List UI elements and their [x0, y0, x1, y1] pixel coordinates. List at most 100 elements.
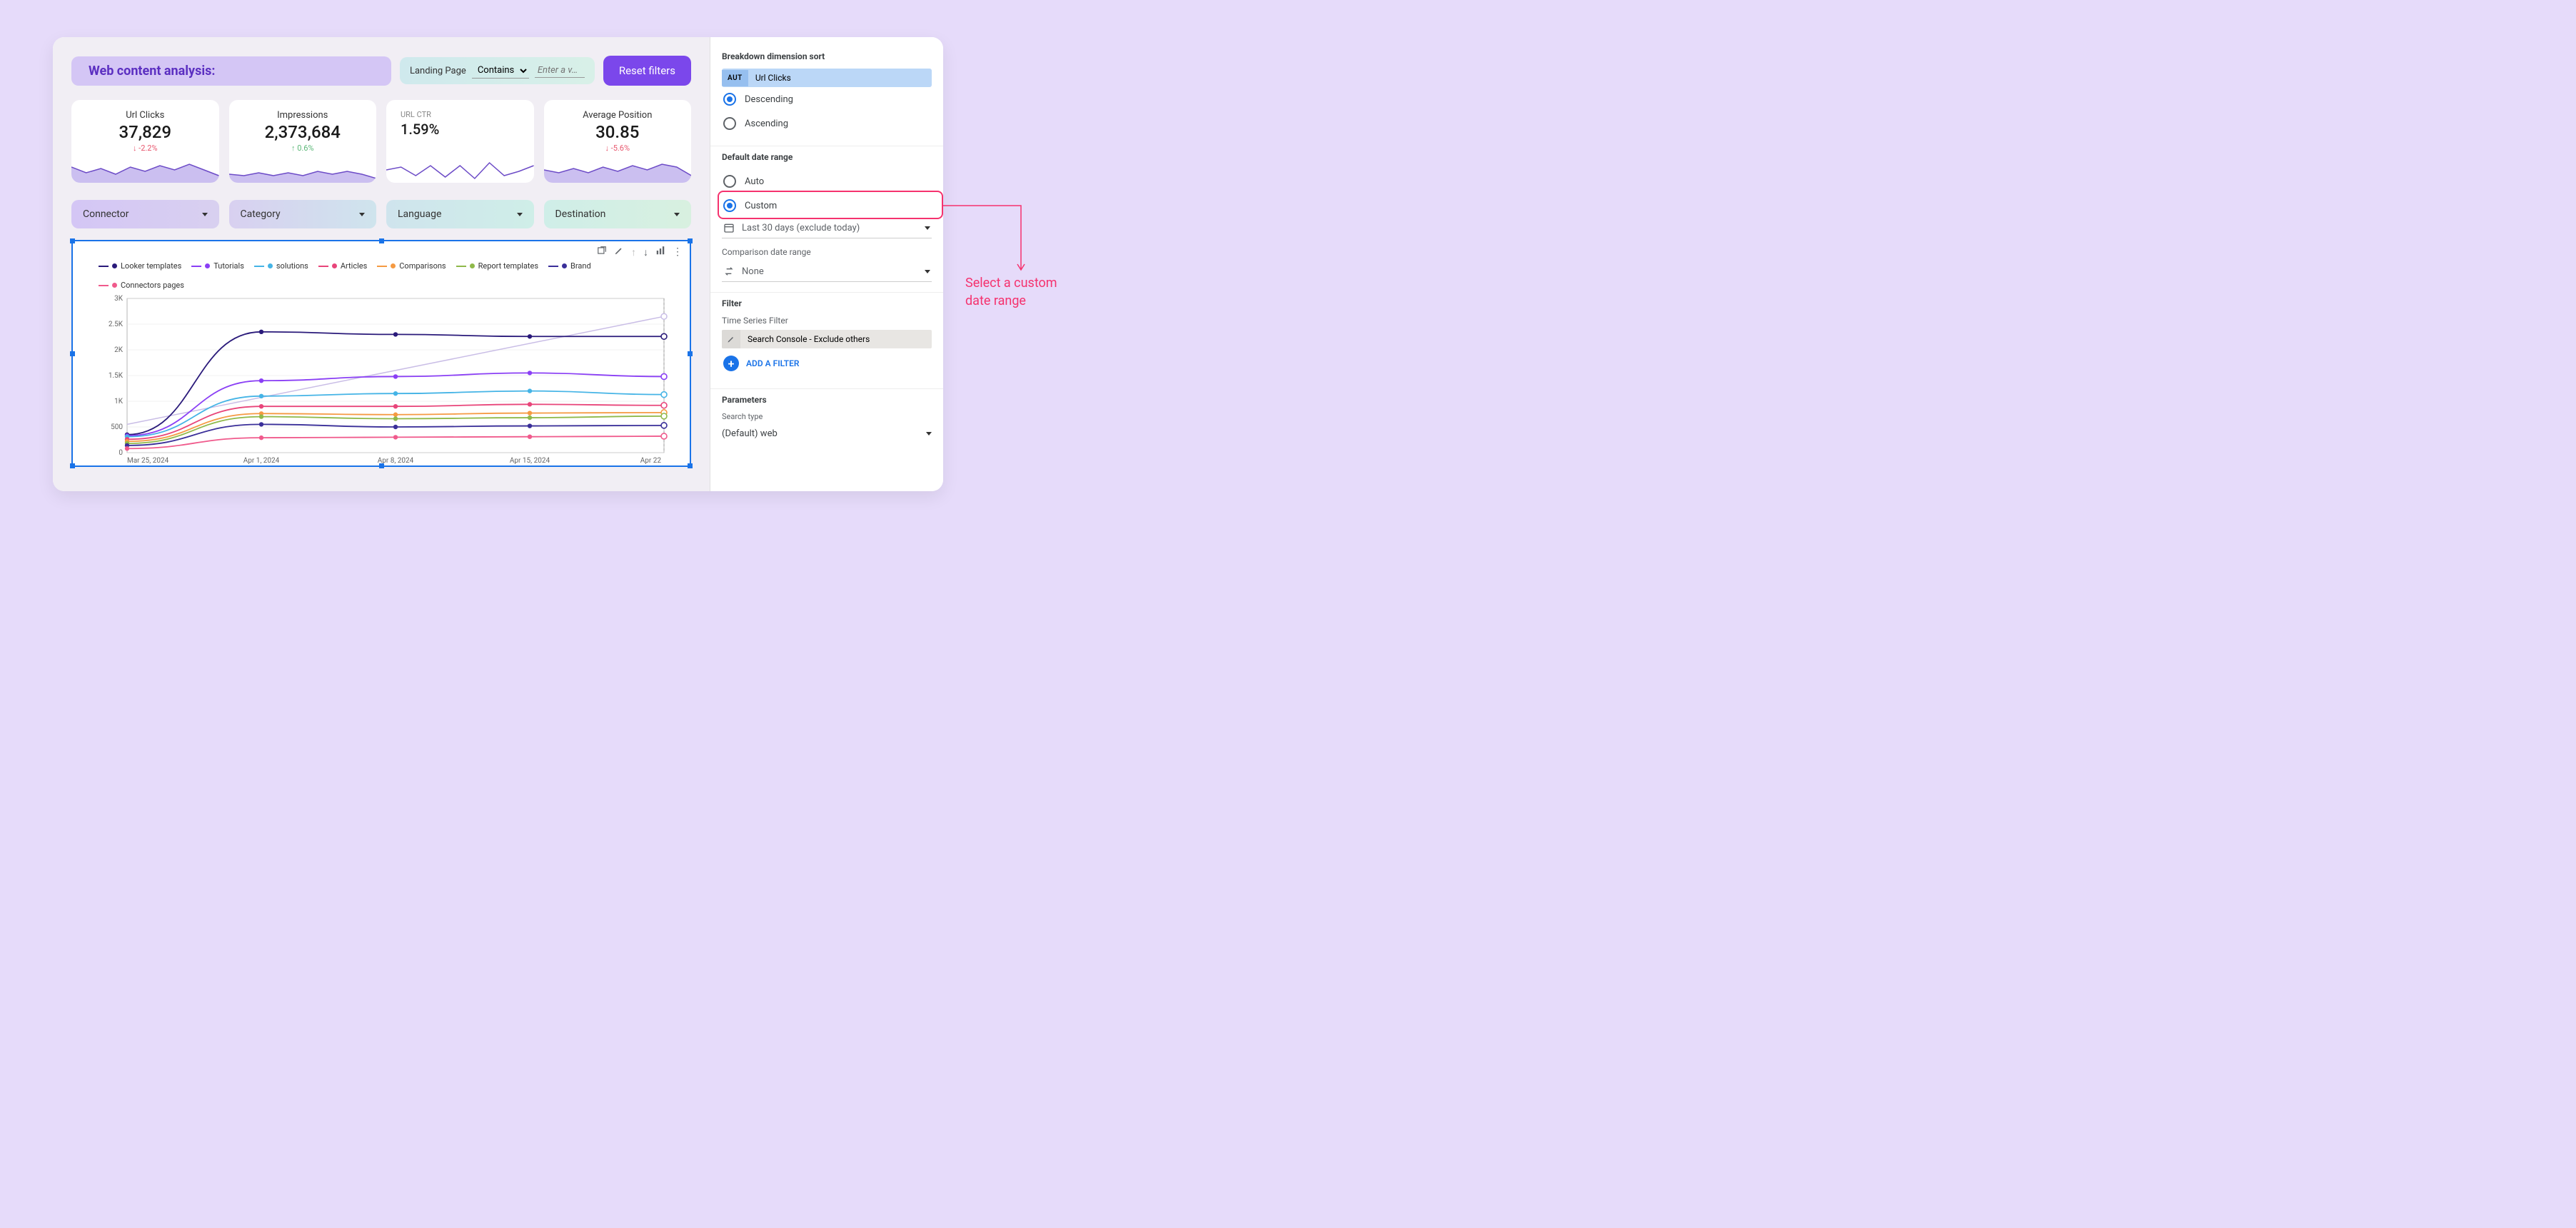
chart-type-icon[interactable]	[655, 246, 665, 258]
dropdown-label: Destination	[555, 208, 606, 220]
chart-card[interactable]: ↑ ↓ ⋮ Looker templates Tutorials solutions…	[71, 240, 691, 467]
kpi-delta: ↓ -5.6%	[555, 144, 680, 153]
filter-value-input[interactable]	[535, 64, 585, 78]
reset-filters-button[interactable]: Reset filters	[603, 56, 691, 86]
legend-label: Comparisons	[399, 261, 446, 271]
legend-line	[318, 266, 328, 267]
selection-handle[interactable]	[70, 463, 75, 468]
breakdown-heading: Breakdown dimension sort	[722, 51, 932, 61]
add-filter-label: ADD A FILTER	[746, 358, 800, 368]
dropdown-label: Connector	[83, 208, 129, 220]
filter-heading: Filter	[722, 298, 932, 308]
svg-text:1K: 1K	[114, 398, 124, 406]
legend-item[interactable]: Articles	[318, 261, 367, 271]
legend-item[interactable]: solutions	[254, 261, 308, 271]
date-range-heading: Default date range	[722, 152, 932, 162]
radio-label: Auto	[745, 176, 764, 187]
legend-dot	[112, 283, 117, 288]
arrow-up-icon[interactable]: ↑	[631, 246, 636, 258]
legend-label: Articles	[341, 261, 367, 271]
svg-text:0: 0	[119, 449, 123, 457]
kpi-label: Average Position	[555, 110, 680, 121]
legend-item[interactable]: Looker templates	[99, 261, 181, 271]
legend-item[interactable]: Brand	[548, 261, 591, 271]
legend-item[interactable]: Comparisons	[377, 261, 446, 271]
selection-handle[interactable]	[70, 351, 75, 356]
radio-label: Custom	[745, 201, 777, 211]
filter-dropdown[interactable]: Destination	[544, 200, 692, 228]
kpi-delta: ↑ 0.6%	[241, 144, 366, 153]
dropdown-label: Language	[398, 208, 441, 220]
selection-handle[interactable]	[688, 238, 693, 243]
selection-handle[interactable]	[688, 463, 693, 468]
share-icon[interactable]	[597, 246, 607, 258]
selection-handle[interactable]	[379, 463, 384, 468]
radio-icon	[723, 199, 736, 212]
params-heading: Parameters	[722, 395, 932, 405]
filter-value: Search Console - Exclude others	[740, 330, 877, 348]
landing-page-filter[interactable]: Landing Page Contains	[400, 57, 595, 84]
filter-operator-select[interactable]: Contains	[472, 63, 529, 79]
kpi-row: Url Clicks 37,829 ↓ -2.2%Impressions 2,3…	[71, 100, 691, 183]
app-window: Web content analysis: Landing Page Conta…	[53, 37, 943, 491]
date-auto-radio[interactable]: Auto	[722, 169, 932, 193]
legend-dot	[562, 263, 567, 268]
filter-dropdown[interactable]: Language	[386, 200, 534, 228]
param-value: (Default) web	[722, 428, 778, 439]
legend-label: Report templates	[478, 261, 538, 271]
legend-dot	[391, 263, 396, 268]
sort-field-chip[interactable]: AUT Url Clicks	[722, 69, 932, 87]
svg-text:500: 500	[111, 423, 123, 431]
chevron-down-icon	[925, 226, 930, 230]
page-title: Web content analysis:	[71, 56, 391, 86]
chevron-down-icon	[202, 213, 208, 216]
legend-label: Tutorials	[213, 261, 244, 271]
search-type-select[interactable]: (Default) web	[722, 426, 932, 442]
chevron-down-icon	[674, 213, 680, 216]
legend-item[interactable]: Connectors pages	[99, 281, 184, 290]
svg-text:Apr 15, 2024: Apr 15, 2024	[510, 457, 550, 465]
sort-descending-radio[interactable]: Descending	[722, 87, 932, 111]
legend-line	[254, 266, 264, 267]
legend-item[interactable]: Report templates	[456, 261, 538, 271]
legend-line	[99, 285, 109, 286]
sparkline	[229, 154, 377, 183]
add-filter-button[interactable]: + ADD A FILTER	[722, 348, 932, 378]
chart-toolbar: ↑ ↓ ⋮	[597, 246, 683, 258]
chevron-down-icon	[926, 432, 932, 436]
sort-field-tag: AUT	[722, 70, 748, 86]
legend-item[interactable]: Tutorials	[191, 261, 244, 271]
legend-label: Looker templates	[121, 261, 181, 271]
filter-chip[interactable]: Search Console - Exclude others	[722, 330, 932, 348]
svg-text:3K: 3K	[114, 295, 124, 303]
filter-subheading: Time Series Filter	[722, 316, 932, 326]
sort-ascending-radio[interactable]: Ascending	[722, 111, 932, 136]
selection-handle[interactable]	[70, 238, 75, 243]
sort-field-value: Url Clicks	[748, 69, 932, 87]
comparison-range-select[interactable]: None	[722, 261, 932, 282]
dropdown-label: Category	[241, 208, 281, 220]
radio-icon	[723, 175, 736, 188]
date-range-select[interactable]: Last 30 days (exclude today)	[722, 218, 932, 238]
legend-label: Connectors pages	[121, 281, 184, 290]
filter-dropdown[interactable]: Connector	[71, 200, 219, 228]
kpi-value: 1.59%	[398, 121, 523, 138]
legend-line	[456, 266, 466, 267]
arrow-down-icon[interactable]: ↓	[643, 246, 648, 258]
legend-dot	[268, 263, 273, 268]
selection-handle[interactable]	[688, 351, 693, 356]
annotation-text: Select a custom date range	[965, 274, 1057, 310]
filter-dropdown[interactable]: Category	[229, 200, 377, 228]
date-custom-radio[interactable]: Custom	[722, 193, 932, 218]
kpi-label: URL CTR	[398, 110, 523, 119]
dropdown-row: Connector Category Language Destination	[71, 200, 691, 228]
more-icon[interactable]: ⋮	[673, 246, 683, 258]
sparkline	[544, 154, 692, 183]
kpi-label: Url Clicks	[83, 110, 208, 121]
selection-handle[interactable]	[379, 238, 384, 243]
chevron-down-icon	[517, 213, 523, 216]
legend-line	[377, 266, 387, 267]
line-chart: 05001K1.5K2K2.5K3KMar 25, 2024Apr 1, 202…	[84, 294, 678, 465]
comparison-value: None	[742, 266, 764, 277]
pencil-icon[interactable]	[614, 246, 624, 258]
